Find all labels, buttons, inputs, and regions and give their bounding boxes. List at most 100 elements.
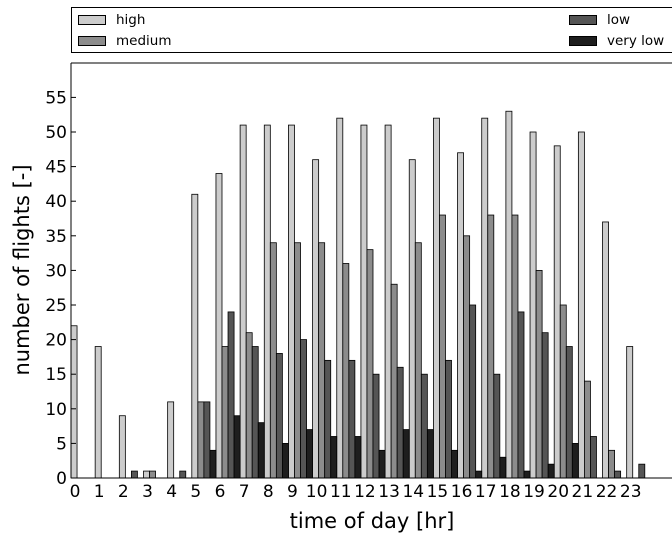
legend: high medium low very low bbox=[71, 7, 672, 53]
bar-medium-15 bbox=[439, 214, 446, 479]
y-tick-label: 15 bbox=[45, 365, 67, 385]
x-tick-label: 6 bbox=[215, 482, 226, 502]
bar-medium-14 bbox=[414, 242, 422, 479]
bar-medium-22 bbox=[608, 449, 615, 479]
bar-medium-7 bbox=[245, 332, 253, 479]
x-tick-label: 8 bbox=[263, 482, 274, 502]
bar-medium-3 bbox=[149, 470, 156, 479]
x-tick-label: 2 bbox=[118, 482, 129, 502]
bar-high-8 bbox=[263, 124, 271, 479]
legend-swatch-very-low bbox=[569, 36, 597, 46]
x-tick-label: 20 bbox=[547, 482, 569, 502]
bar-low-15 bbox=[445, 359, 452, 479]
bar-high-12 bbox=[360, 124, 368, 479]
bar-very-low-20 bbox=[571, 442, 579, 479]
y-tick-label: 20 bbox=[45, 331, 67, 351]
bar-high-3 bbox=[143, 470, 150, 479]
x-axis-ticks: 0 1 2 3 4 5 6 7 8 9 10 11 12 13 14 15 16 17 18 19 20 21 22 23 bbox=[70, 482, 642, 502]
y-tick-label: 30 bbox=[45, 261, 67, 281]
bar-medium-6 bbox=[221, 346, 229, 479]
bar-low-20 bbox=[565, 346, 573, 479]
bar-low-11 bbox=[348, 359, 356, 479]
bar-high-20 bbox=[553, 145, 561, 479]
bar-very-low-9 bbox=[306, 429, 313, 479]
x-tick-label: 1 bbox=[94, 482, 105, 502]
bar-low-18 bbox=[517, 311, 525, 479]
bar-high-16 bbox=[457, 152, 464, 479]
y-tick-label: 35 bbox=[45, 227, 67, 247]
bar-low-2 bbox=[130, 470, 138, 479]
bar-very-low-6 bbox=[233, 415, 241, 479]
bar-very-low-5 bbox=[209, 449, 217, 479]
bar-high-10 bbox=[312, 159, 320, 479]
y-tick-label: 55 bbox=[45, 88, 67, 108]
bar-low-23 bbox=[638, 463, 646, 479]
x-tick-label: 17 bbox=[475, 482, 497, 502]
legend-swatch-high bbox=[78, 15, 106, 25]
x-tick-label: 10 bbox=[306, 482, 328, 502]
bar-low-9 bbox=[300, 339, 307, 479]
x-tick-label: 11 bbox=[330, 482, 352, 502]
x-tick-label: 18 bbox=[499, 482, 521, 502]
y-axis-label: number of flights [-] bbox=[10, 164, 34, 375]
bar-high-13 bbox=[384, 124, 392, 479]
bar-very-low-11 bbox=[354, 436, 362, 479]
bar-medium-21 bbox=[584, 380, 591, 479]
x-tick-label: 5 bbox=[190, 482, 201, 502]
bar-medium-10 bbox=[318, 242, 326, 479]
bar-low-22 bbox=[614, 470, 622, 479]
bar-low-16 bbox=[469, 304, 477, 479]
bar-high-11 bbox=[336, 117, 344, 479]
bar-very-low-8 bbox=[281, 442, 289, 479]
bar-high-6 bbox=[215, 173, 223, 479]
x-tick-label: 15 bbox=[427, 482, 449, 502]
bar-low-13 bbox=[396, 366, 404, 479]
legend-item-very-low: very low bbox=[569, 32, 664, 50]
bar-very-low-10 bbox=[330, 436, 338, 479]
x-tick-label: 22 bbox=[596, 482, 618, 502]
x-tick-label: 13 bbox=[378, 482, 400, 502]
bar-high-23 bbox=[626, 346, 634, 479]
bar-medium-12 bbox=[366, 249, 374, 479]
legend-label-very-low: very low bbox=[607, 33, 665, 49]
bar-high-21 bbox=[577, 131, 585, 479]
y-tick-label: 5 bbox=[56, 434, 67, 454]
y-tick-label: 0 bbox=[56, 469, 67, 489]
y-tick-label: 45 bbox=[45, 158, 67, 178]
x-tick-label: 19 bbox=[523, 482, 545, 502]
bar-low-6 bbox=[227, 311, 235, 479]
y-axis-ticks: 0 5 10 15 20 25 30 35 40 45 50 55 bbox=[45, 88, 76, 489]
bar-medium-8 bbox=[269, 242, 277, 479]
bar-very-low-7 bbox=[257, 422, 265, 479]
bar-low-5 bbox=[203, 401, 211, 479]
legend-swatch-low bbox=[569, 15, 597, 25]
bar-very-low-15 bbox=[451, 449, 458, 479]
bar-very-low-19 bbox=[547, 463, 555, 479]
bar-medium-13 bbox=[390, 283, 398, 479]
bar-medium-18 bbox=[511, 214, 519, 479]
bar-high-1 bbox=[94, 346, 102, 479]
bar-high-15 bbox=[432, 117, 440, 479]
x-tick-label: 14 bbox=[402, 482, 424, 502]
bar-medium-17 bbox=[487, 214, 495, 479]
bar-very-low-17 bbox=[499, 456, 507, 479]
bar-very-low-14 bbox=[426, 429, 434, 479]
bar-medium-11 bbox=[342, 263, 350, 479]
bar-high-4 bbox=[167, 401, 175, 479]
bar-high-19 bbox=[529, 131, 537, 479]
bar-low-7 bbox=[251, 346, 259, 479]
y-tick-label: 10 bbox=[45, 400, 67, 420]
y-tick-label: 50 bbox=[45, 123, 67, 143]
bar-medium-20 bbox=[559, 304, 567, 479]
x-tick-label: 23 bbox=[620, 482, 642, 502]
bar-low-17 bbox=[493, 373, 501, 479]
bar-high-9 bbox=[288, 124, 295, 479]
bar-high-22 bbox=[602, 221, 609, 479]
legend-label-medium: medium bbox=[116, 33, 172, 49]
bar-low-14 bbox=[420, 373, 428, 479]
x-tick-label: 16 bbox=[451, 482, 473, 502]
bar-low-19 bbox=[541, 332, 549, 479]
bar-medium-16 bbox=[463, 235, 471, 479]
x-tick-label: 4 bbox=[166, 482, 177, 502]
bar-low-12 bbox=[372, 373, 380, 479]
